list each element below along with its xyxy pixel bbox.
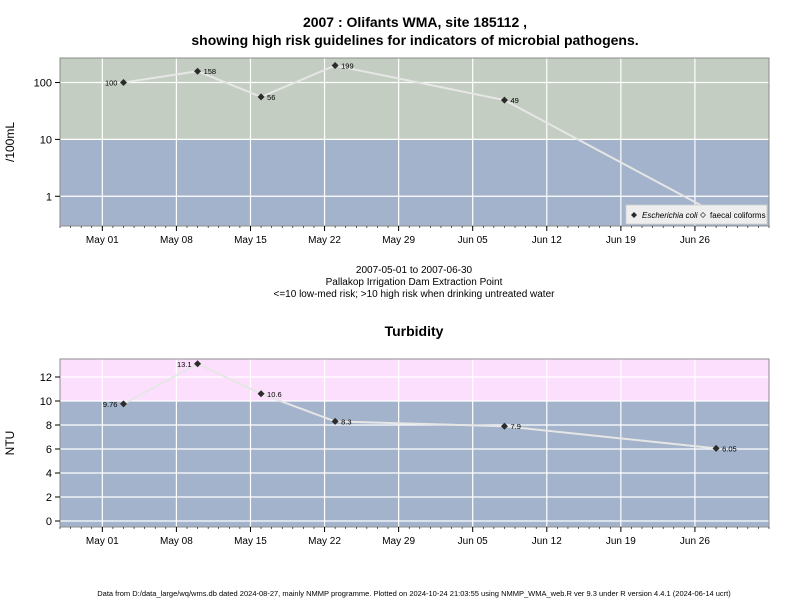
- micro-x-tick-label: Jun 12: [532, 235, 562, 246]
- micro-y-tick-label: 10: [40, 134, 52, 146]
- micro-y-tick-label: 100: [34, 78, 52, 90]
- date-range-caption: 2007-05-01 to 2007-06-30: [356, 265, 473, 276]
- micro-data-label: 100: [105, 79, 118, 88]
- micro-data-label: 199: [341, 62, 354, 71]
- turb-data-label: 8.3: [341, 417, 351, 426]
- turb-y-tick-label: 6: [46, 444, 52, 456]
- legend-escherichia-marker: [631, 212, 637, 218]
- turbidity-chart: 0 2 4 6 8 10 12 May 01 May 08 May 15 May 22 May 29 J…: [3, 358, 770, 547]
- turb-low-risk-band: [60, 401, 769, 527]
- figure-title-line-1: 2007 : Olifants WMA, site 185112 ,: [303, 14, 527, 30]
- legend-faecal-marker: [699, 211, 707, 219]
- turb-y-axis-label: NTU: [3, 431, 17, 456]
- micro-x-tick-label: Jun 26: [680, 235, 710, 246]
- turb-x-tick-label: May 22: [308, 536, 341, 547]
- turb-y-tick-label: 0: [46, 516, 52, 528]
- turb-data-point: [500, 422, 508, 430]
- turb-y-tick-label: 10: [40, 396, 52, 408]
- site-name-caption: Pallakop Irrigation Dam Extraction Point: [326, 277, 503, 288]
- micro-legend: Escherichia coli faecal coliforms: [625, 204, 768, 225]
- turb-x-tick-label: Jun 19: [606, 536, 636, 547]
- micro-series-line: [123, 64, 717, 215]
- micro-data-point: [331, 62, 339, 70]
- micro-x-tick-label: Jun 05: [458, 235, 488, 246]
- turb-data-label: 6.05: [722, 444, 737, 453]
- turb-data-point: [712, 444, 720, 452]
- micro-x-tick-label: May 08: [160, 235, 193, 246]
- turb-x-tick-label: May 15: [234, 536, 267, 547]
- turb-x-tick-label: May 29: [382, 536, 415, 547]
- turb-x-tick-label: Jun 12: [532, 536, 562, 547]
- microbial-chart: 1 10 100 May 01 May 08 May 15 May 22 May 29 Jun …: [3, 57, 770, 246]
- turb-high-risk-band: [60, 359, 769, 401]
- figure-title-line-2: showing high risk guidelines for indicat…: [191, 32, 638, 48]
- legend-escherichia-label: Escherichia coli: [642, 211, 698, 220]
- turb-y-tick-label: 8: [46, 420, 52, 432]
- micro-x-tick-label: May 29: [382, 235, 415, 246]
- micro-data-label: 56: [267, 93, 275, 102]
- micro-plot-frame: [59, 57, 770, 227]
- micro-data-label: 49: [510, 96, 518, 105]
- turb-x-tick-label: Jun 05: [458, 536, 488, 547]
- micro-x-tick-label: Jun 19: [606, 235, 636, 246]
- micro-data-point: [257, 93, 265, 101]
- turb-y-tick-label: 4: [46, 468, 52, 480]
- turb-x-tick-label: Jun 26: [680, 536, 710, 547]
- turb-data-point: [194, 360, 202, 368]
- micro-high-risk-band: [60, 58, 769, 140]
- turbidity-chart-title: Turbidity: [385, 323, 444, 339]
- turb-y-tick-label: 12: [40, 372, 52, 384]
- micro-x-tick-label: May 01: [86, 235, 119, 246]
- turb-data-label: 9.76: [103, 400, 118, 409]
- micro-data-point: [500, 96, 508, 104]
- turb-data-point: [257, 390, 265, 398]
- micro-data-point: [119, 79, 127, 87]
- turb-y-tick-label: 2: [46, 492, 52, 504]
- turb-data-point: [331, 417, 339, 425]
- turb-data-point: [119, 400, 127, 408]
- micro-y-tick-label: 1: [46, 191, 52, 203]
- turb-data-label: 10.6: [267, 390, 282, 399]
- turb-x-tick-label: May 01: [86, 536, 119, 547]
- micro-data-label: 158: [204, 67, 217, 76]
- turb-series-line: [123, 362, 717, 450]
- micro-x-tick-label: May 15: [234, 235, 267, 246]
- turb-data-label: 13.1: [177, 360, 192, 369]
- legend-faecal-label: faecal coliforms: [710, 211, 766, 220]
- turb-plot-frame: [59, 358, 770, 528]
- footer-note: Data from D:/data_large/wq/wms.db dated …: [97, 589, 731, 598]
- micro-x-tick-label: May 22: [308, 235, 341, 246]
- turb-x-tick-label: May 08: [160, 536, 193, 547]
- micro-y-axis-label: /100mL: [3, 122, 17, 162]
- turb-data-label: 7.9: [510, 422, 520, 431]
- micro-data-point: [194, 67, 202, 75]
- risk-guideline-caption: <=10 low-med risk; >10 high risk when dr…: [274, 289, 556, 300]
- legend-box: [625, 204, 768, 225]
